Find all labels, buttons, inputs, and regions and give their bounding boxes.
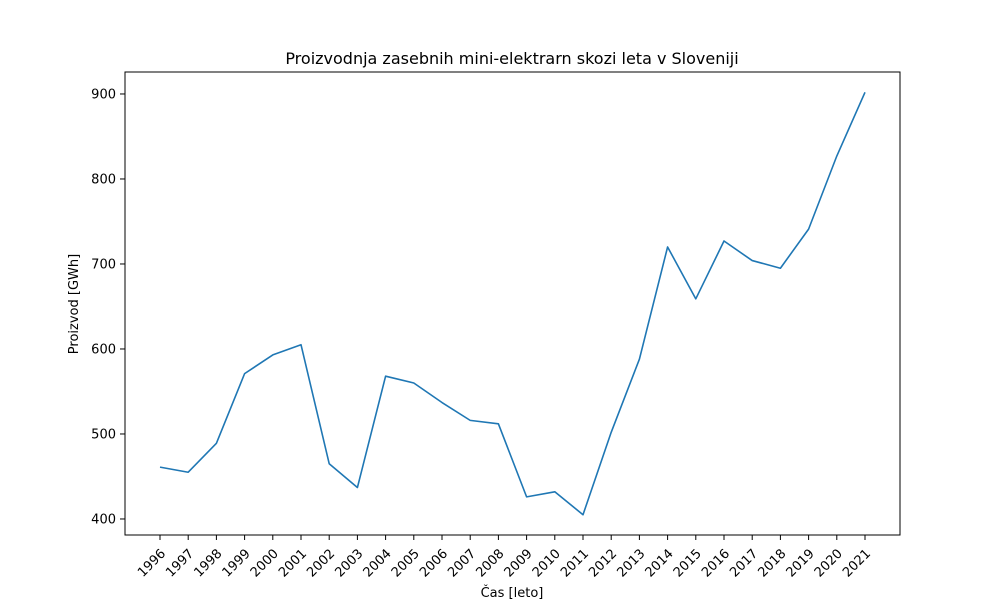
- x-tick-label: 2021: [840, 546, 874, 580]
- x-tick-label: 2009: [502, 546, 536, 580]
- y-tick-label: 800: [91, 172, 116, 187]
- x-tick-label: 2013: [614, 546, 648, 580]
- x-tick-label: 2015: [671, 546, 705, 580]
- x-tick-label: 2005: [389, 546, 423, 580]
- y-axis-label: Proizvod [GWh]: [67, 254, 82, 354]
- y-tick-label: 600: [91, 342, 116, 357]
- x-tick-label: 1996: [135, 546, 169, 580]
- x-tick-label: 1997: [163, 546, 197, 580]
- x-tick-label: 2004: [361, 546, 395, 580]
- x-tick-label: 1998: [191, 546, 225, 580]
- x-tick-label: 2017: [727, 546, 761, 580]
- series-line: [159, 91, 866, 516]
- x-tick-label: 2012: [586, 546, 620, 580]
- x-tick-label: 2003: [332, 546, 366, 580]
- x-tick-label: 2010: [530, 546, 564, 580]
- x-tick-label: 2011: [558, 546, 592, 580]
- x-tick-label: 2002: [304, 546, 338, 580]
- x-tick-label: 2018: [755, 546, 789, 580]
- x-tick-label: 2007: [445, 546, 479, 580]
- x-tick-label: 2006: [417, 546, 451, 580]
- x-tick-label: 2020: [812, 546, 846, 580]
- plot-area: [124, 71, 901, 536]
- y-axis: 400 500 600 700 800 900: [91, 87, 125, 527]
- x-axis-label: Čas [leto]: [481, 585, 544, 600]
- x-axis: 1996199719981999200020012002200320042005…: [135, 535, 874, 580]
- y-tick-label: 400: [91, 512, 116, 527]
- x-tick-label: 2001: [276, 546, 310, 580]
- y-tick-label: 900: [91, 87, 116, 102]
- x-tick-label: 1999: [220, 546, 254, 580]
- x-tick-label: 2000: [248, 546, 282, 580]
- y-tick-label: 700: [91, 257, 116, 272]
- x-tick-label: 2008: [473, 546, 507, 580]
- y-tick-label: 500: [91, 427, 116, 442]
- x-tick-label: 2019: [784, 546, 818, 580]
- chart-title: Proizvodnja zasebnih mini-elektrarn skoz…: [285, 49, 738, 68]
- x-tick-label: 2016: [699, 546, 733, 580]
- x-tick-label: 2014: [643, 546, 677, 580]
